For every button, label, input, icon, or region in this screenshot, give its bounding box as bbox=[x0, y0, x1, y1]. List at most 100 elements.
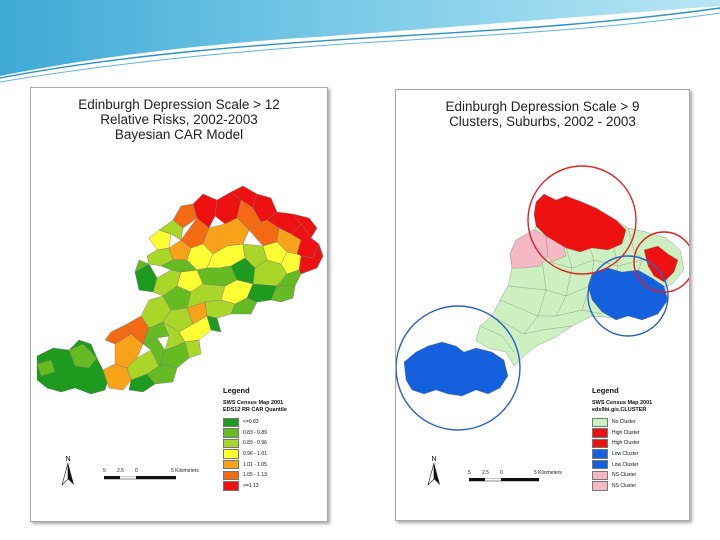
legend-item: 0.96 - 1.01 bbox=[223, 449, 287, 460]
legend-item: Low Cluster bbox=[592, 459, 652, 470]
right-legend: Legend SWS Census Map 2001 eds9bi.gis.CL… bbox=[592, 386, 652, 491]
region-s-4 bbox=[146, 363, 178, 385]
map-regions bbox=[36, 185, 324, 395]
legend-heading: Legend bbox=[592, 386, 619, 395]
legend-swatch bbox=[592, 470, 608, 481]
legend-item: Low Cluster bbox=[592, 449, 652, 460]
legend-swatch bbox=[592, 449, 608, 459]
low-cluster-circle-west bbox=[396, 305, 521, 431]
scale-bar-graphic bbox=[469, 478, 539, 482]
legend-swatch bbox=[223, 417, 239, 428]
high-cluster-circle-north bbox=[527, 165, 637, 275]
scale-label-km: 5 Kilometers bbox=[171, 468, 199, 474]
north-arrow: N bbox=[427, 456, 441, 487]
scale-label-2-5: 2.5 bbox=[482, 470, 489, 476]
left-title-line-1: Edinburgh Depression Scale > 12 bbox=[78, 97, 280, 112]
legend-field: eds9bi.gis.CLUSTER bbox=[592, 407, 647, 413]
north-arrow-icon bbox=[427, 462, 440, 487]
legend-item-label: 0.96 - 1.01 bbox=[243, 451, 267, 458]
low-cluster-circle-east bbox=[587, 255, 669, 337]
cluster-map-panel: Edinburgh Depression Scale > 9 Clusters,… bbox=[395, 89, 690, 521]
right-title-line-1: Edinburgh Depression Scale > 9 bbox=[445, 99, 640, 114]
scale-label-5: 5 bbox=[468, 470, 471, 476]
north-label: N bbox=[65, 456, 71, 463]
legend-item-label: Low Cluster bbox=[612, 461, 639, 468]
legend-item: 1.05 - 1.13 bbox=[223, 470, 287, 481]
region-s-5 bbox=[184, 339, 202, 359]
region-c-7 bbox=[134, 259, 150, 273]
region-e-7 bbox=[298, 243, 324, 275]
left-title-line-2: Relative Risks, 2002-2003 bbox=[100, 112, 258, 127]
legend-item-label: NS Cluster bbox=[612, 472, 637, 479]
legend-item: 0.89 - 0.96 bbox=[223, 438, 287, 449]
scale-label-0: 0 bbox=[500, 470, 503, 476]
legend-swatch bbox=[592, 459, 608, 470]
legend-swatch bbox=[223, 459, 239, 470]
legend-item: 1.01 - 1.05 bbox=[223, 459, 287, 470]
region-sw-7 bbox=[104, 323, 132, 345]
region-s-6 bbox=[206, 315, 222, 333]
scale-label-km: 5 Kilometers bbox=[534, 470, 562, 476]
left-title-line-3: Bayesian CAR Model bbox=[114, 127, 244, 142]
region-e-17 bbox=[204, 299, 236, 319]
legend-swatch bbox=[223, 449, 239, 459]
legend-swatch bbox=[592, 417, 608, 428]
legend-swatch bbox=[592, 438, 608, 449]
legend-item: NS Cluster bbox=[592, 481, 652, 492]
scale-bar-graphic bbox=[104, 476, 176, 480]
legend-swatch bbox=[223, 481, 239, 491]
cluster-circles bbox=[396, 165, 689, 431]
left-map-title: Edinburgh Depression Scale > 12 Relative… bbox=[31, 97, 327, 142]
scale-label-5: 5 bbox=[103, 468, 106, 474]
legend-source: SWS Census Map 2001 bbox=[223, 400, 284, 406]
legend-item-label: 0.83 - 0.89 bbox=[243, 429, 267, 436]
legend-item: 0.83 - 0.89 bbox=[223, 428, 287, 439]
high-cluster-north bbox=[533, 193, 627, 253]
scale-label-0: 0 bbox=[135, 468, 138, 474]
legend-item-label: High Cluster bbox=[612, 440, 640, 447]
right-map-title: Edinburgh Depression Scale > 9 Clusters,… bbox=[396, 99, 689, 129]
scale-label-2-5: 2.5 bbox=[117, 468, 124, 474]
low-cluster-west bbox=[403, 341, 509, 397]
legend-item-label: No Cluster bbox=[612, 419, 636, 426]
scale-bar: 5 2.5 0 5 Kilometers bbox=[468, 470, 568, 490]
legend-items: <=0.83 0.83 - 0.89 0.89 - 0.96 0.96 - 1.01 1… bbox=[223, 417, 287, 491]
cluster-map bbox=[396, 165, 689, 431]
legend-item: <=0.83 bbox=[223, 417, 287, 428]
legend-item-label: High Cluster bbox=[612, 429, 640, 436]
legend-item: No Cluster bbox=[592, 417, 652, 428]
legend-item: NS Cluster bbox=[592, 470, 652, 481]
ns-cluster-region bbox=[509, 229, 549, 269]
region-nw-1 bbox=[148, 229, 172, 251]
legend-source: SWS Census Map 2001 bbox=[592, 400, 653, 406]
relative-risk-map bbox=[36, 185, 324, 395]
legend-item-label: 1.01 - 1.05 bbox=[243, 461, 267, 468]
high-cluster-east bbox=[643, 245, 679, 283]
region-e-14 bbox=[246, 283, 278, 303]
legend-item-label: 1.05 - 1.13 bbox=[243, 472, 267, 479]
legend-item: High Cluster bbox=[592, 428, 652, 439]
right-title-line-2: Clusters, Suburbs, 2002 - 2003 bbox=[449, 114, 636, 129]
legend-field: EDS12 RR CAR Quantile bbox=[223, 407, 287, 413]
scale-bar: 5 2.5 0 5 Kilometers bbox=[103, 468, 203, 488]
legend-swatch bbox=[223, 428, 239, 438]
legend-item: High Cluster bbox=[592, 438, 652, 449]
high-cluster-circle-east bbox=[633, 231, 689, 293]
region-west-3 bbox=[36, 359, 56, 377]
north-label: N bbox=[431, 456, 437, 463]
legend-swatch bbox=[223, 470, 239, 481]
north-arrow: N bbox=[61, 456, 75, 487]
legend-item: >=1.13 bbox=[223, 481, 287, 492]
region-e-18 bbox=[230, 297, 258, 315]
relative-risk-map-panel: Edinburgh Depression Scale > 12 Relative… bbox=[30, 87, 328, 522]
legend-item-label: NS Cluster bbox=[612, 482, 637, 489]
region-west-2 bbox=[68, 343, 98, 369]
map-regions bbox=[403, 193, 685, 397]
legend-items: No Cluster High Cluster High Cluster Low Cl… bbox=[592, 417, 652, 491]
header-wave-decoration bbox=[0, 0, 720, 83]
north-arrow-icon bbox=[61, 462, 74, 487]
legend-swatch bbox=[592, 481, 608, 491]
region-n-8 bbox=[292, 213, 318, 239]
legend-item-label: <=0.83 bbox=[243, 419, 259, 426]
legend-item-label: Low Cluster bbox=[612, 451, 639, 458]
